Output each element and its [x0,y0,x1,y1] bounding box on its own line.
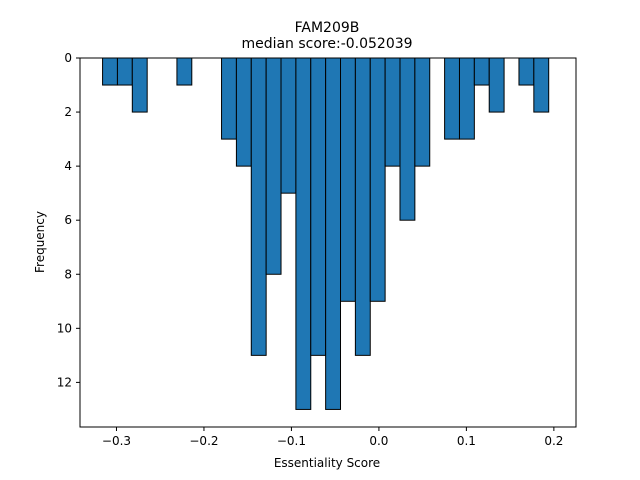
histogram-bar [488,57,505,113]
y-tick-label: 6 [64,213,72,227]
x-axis-ticks: −0.3 −0.2 −0.1 0.0 0.1 0.2 [102,427,563,448]
histogram-bar [458,57,475,140]
y-axis-ticks: 0 2 4 6 8 10 12 [57,51,80,389]
y-axis-label: Frequency [33,211,47,273]
histogram-bar [102,57,118,86]
histogram-bar [354,57,371,356]
histogram-bar [444,57,460,140]
y-tick-label: 12 [57,375,72,389]
x-tick-label: −0.1 [277,434,306,448]
histogram-bar [295,57,312,410]
chart-subtitle: median score:-0.052039 [241,36,412,52]
x-tick-label: −0.3 [102,434,131,448]
x-tick-label: 0.1 [457,434,476,448]
y-tick-label: 0 [64,51,72,65]
axes-frame [79,57,577,428]
histogram-bar [116,57,133,86]
y-tick-label: 10 [57,321,72,335]
histogram-bar [250,57,267,356]
histogram-bar [176,57,193,86]
x-tick-label: 0.0 [369,434,388,448]
y-tick-label: 8 [64,267,72,281]
y-tick-label: 4 [64,159,72,173]
histogram-bar [518,57,535,86]
histogram-bar [340,57,356,302]
histogram-bar [325,57,342,410]
histogram-bar [310,57,327,356]
chart-title: FAM209B [295,20,360,36]
histogram-bar [473,57,490,86]
x-axis-label: Essentiality Score [274,456,380,470]
histogram-bar [221,57,237,140]
histogram-bar [235,57,252,167]
histogram-bar [414,57,431,167]
histogram-bar [131,57,148,113]
histogram-bar [399,57,416,221]
histogram-bar [369,57,386,302]
x-tick-label: −0.2 [189,434,218,448]
y-tick-label: 2 [64,105,72,119]
histogram-bar [265,57,282,275]
histogram-bar [280,57,297,194]
x-tick-label: 0.2 [544,434,563,448]
bars-group [102,57,550,410]
histogram-bar [533,57,550,113]
histogram-bar [384,57,401,167]
